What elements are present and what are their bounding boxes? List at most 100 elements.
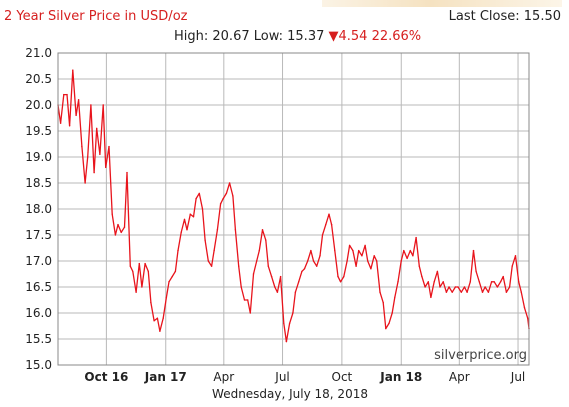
data-point	[514, 255, 517, 257]
data-point	[87, 156, 89, 158]
data-point	[153, 320, 155, 322]
x-tick-label: Jul	[510, 370, 525, 384]
chart-title: 2 Year Silver Price in USD/oz	[4, 9, 188, 24]
data-point	[68, 125, 71, 127]
y-tick-label: 19.0	[25, 150, 52, 164]
data-point	[330, 223, 333, 226]
data-point	[117, 223, 119, 226]
y-tick-label: 17.5	[25, 228, 52, 242]
plot-border	[57, 52, 530, 366]
data-point	[156, 317, 159, 319]
data-point	[147, 270, 149, 273]
data-point	[373, 255, 375, 257]
data-point	[240, 286, 242, 288]
watermark-text: silverprice.org	[434, 348, 527, 363]
data-point	[361, 255, 363, 257]
data-point	[370, 268, 372, 270]
data-point	[403, 249, 405, 252]
data-point	[288, 322, 291, 325]
header-decoration	[322, 0, 562, 7]
y-tick-label: 18.0	[25, 202, 52, 216]
data-point	[487, 291, 490, 293]
data-point	[267, 265, 269, 267]
data-point	[285, 340, 288, 343]
data-point	[261, 229, 264, 231]
data-point	[436, 270, 439, 273]
data-point	[442, 281, 444, 283]
data-point	[93, 171, 95, 174]
data-point	[418, 265, 420, 267]
data-point	[457, 286, 459, 288]
data-point	[400, 260, 402, 262]
data-point	[171, 275, 173, 278]
y-tick-label: 16.0	[25, 306, 52, 320]
data-point	[219, 203, 222, 205]
data-point	[162, 317, 164, 319]
x-tick-label: Apr	[213, 370, 234, 384]
data-point	[138, 262, 140, 265]
data-point	[129, 265, 131, 267]
data-point	[391, 312, 393, 314]
data-point	[385, 327, 387, 330]
data-point	[433, 281, 435, 283]
data-point	[256, 260, 258, 262]
data-point	[409, 249, 411, 252]
data-point	[298, 281, 300, 283]
data-point	[192, 216, 195, 218]
data-point	[108, 145, 110, 148]
data-point	[346, 260, 348, 262]
y-tick-label: 15.5	[25, 332, 52, 346]
series-layer	[57, 69, 530, 343]
data-point	[292, 312, 294, 314]
data-point	[394, 296, 396, 299]
data-point	[511, 265, 513, 267]
data-point	[520, 291, 522, 293]
data-point	[207, 260, 209, 262]
x-tick-label: Jan 18	[379, 370, 422, 384]
data-point	[312, 260, 315, 262]
data-point	[490, 281, 493, 283]
change-label: 4.54 22.66%	[338, 29, 422, 44]
data-point	[367, 260, 369, 262]
data-point	[59, 122, 62, 124]
data-point	[189, 213, 191, 215]
data-point	[339, 281, 342, 283]
data-point	[484, 286, 486, 288]
y-tick-label: 20.5	[25, 72, 52, 86]
data-point	[469, 281, 471, 283]
data-point	[238, 265, 240, 267]
data-point	[397, 281, 399, 283]
y-tick-label: 15.0	[25, 358, 52, 372]
data-point	[421, 275, 423, 278]
data-point	[427, 281, 429, 283]
data-point	[334, 249, 336, 252]
axis-labels: 21.0 20.5 20.0 19.5 19.0 18.5 18.0 17.5 17.0 16.5…	[25, 46, 525, 384]
series-line	[57, 69, 530, 343]
data-point	[183, 218, 186, 221]
data-point	[523, 307, 526, 309]
data-point	[310, 249, 312, 252]
grid-lines	[58, 52, 529, 366]
data-point	[274, 286, 276, 288]
data-point	[111, 213, 113, 215]
y-tick-label: 20.0	[25, 98, 52, 112]
chart-date: Wednesday, July 18, 2018	[212, 387, 368, 401]
data-point	[228, 182, 231, 184]
data-point	[201, 208, 204, 210]
data-point	[379, 291, 381, 293]
data-point	[222, 197, 224, 200]
data-point	[325, 223, 327, 226]
data-point	[382, 301, 384, 304]
data-point	[96, 127, 98, 130]
data-point	[364, 244, 366, 247]
data-point	[77, 99, 80, 101]
data-point	[144, 262, 146, 265]
data-point	[102, 104, 104, 106]
data-point	[150, 301, 152, 304]
data-point	[213, 249, 215, 252]
data-point	[135, 291, 137, 293]
data-point	[232, 195, 234, 197]
data-point	[406, 257, 408, 260]
data-point	[355, 265, 357, 267]
